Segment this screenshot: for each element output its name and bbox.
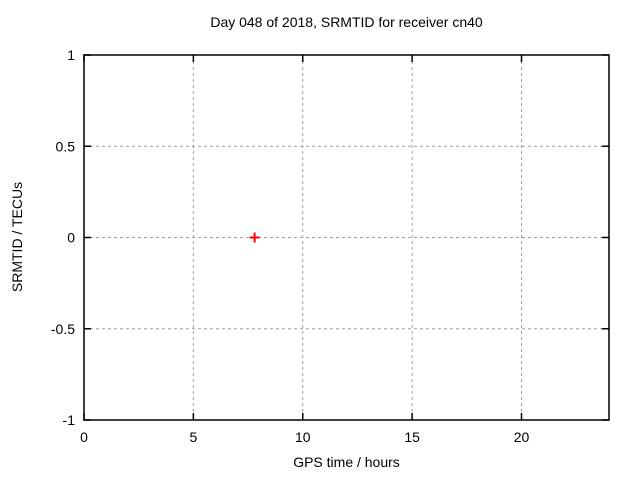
x-tick-label: 0 bbox=[80, 429, 88, 445]
x-axis-label: GPS time / hours bbox=[293, 454, 400, 470]
y-tick-label: 1 bbox=[67, 47, 75, 63]
data-series bbox=[249, 232, 260, 243]
y-tick-label: -0.5 bbox=[51, 321, 75, 337]
tick-label-layer: 0 5 10 15 20 -1 -0.5 0 0.5 1 bbox=[51, 47, 530, 445]
y-tick-label: 0 bbox=[67, 230, 75, 246]
chart-title: Day 048 of 2018, SRMTID for receiver cn4… bbox=[210, 14, 483, 30]
x-tick-label: 10 bbox=[295, 429, 311, 445]
x-tick-label: 15 bbox=[404, 429, 420, 445]
axis-layer bbox=[83, 54, 610, 421]
y-tick-label: -1 bbox=[63, 412, 76, 428]
grid-layer bbox=[84, 55, 609, 420]
y-tick-label: 0.5 bbox=[56, 138, 76, 154]
data-point-marker bbox=[249, 232, 260, 243]
x-tick-label: 20 bbox=[514, 429, 530, 445]
x-tick-label: 5 bbox=[189, 429, 197, 445]
